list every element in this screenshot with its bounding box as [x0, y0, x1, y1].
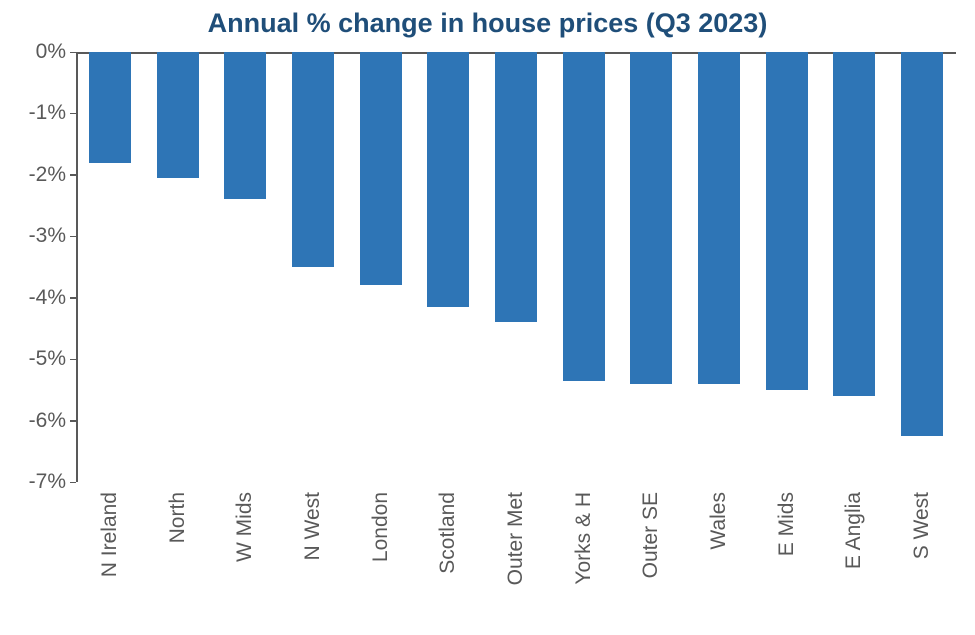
x-tick-label: S West: [910, 492, 934, 632]
bar: [495, 52, 537, 322]
x-tick-label: Yorks & H: [572, 492, 596, 632]
y-tick-label: -7%: [29, 470, 66, 494]
bar: [698, 52, 740, 384]
bar: [360, 52, 402, 285]
x-tick-label: Outer Met: [504, 492, 528, 632]
bar: [630, 52, 672, 384]
y-tick: [70, 482, 76, 484]
y-tick: [70, 236, 76, 238]
y-tick: [70, 359, 76, 361]
bar: [157, 52, 199, 178]
chart-title: Annual % change in house prices (Q3 2023…: [0, 8, 975, 39]
y-tick-label: -4%: [29, 286, 66, 310]
bar: [833, 52, 875, 396]
bar: [901, 52, 943, 436]
y-tick-label: -2%: [29, 163, 66, 187]
x-tick-label: Outer SE: [639, 492, 663, 632]
y-tick-label: -3%: [29, 224, 66, 248]
y-tick: [70, 113, 76, 115]
y-tick-label: 0%: [36, 40, 66, 64]
bar-chart: Annual % change in house prices (Q3 2023…: [0, 0, 975, 635]
bar: [89, 52, 131, 163]
plot-area: -7%-6%-5%-4%-3%-2%-1%0%N IrelandNorthW M…: [76, 52, 956, 482]
x-tick-label: W Mids: [233, 492, 257, 632]
bar: [427, 52, 469, 307]
y-tick-label: -6%: [29, 409, 66, 433]
bar: [766, 52, 808, 390]
y-tick: [70, 420, 76, 422]
y-tick: [70, 297, 76, 299]
x-tick-label: E Anglia: [842, 492, 866, 632]
bar: [292, 52, 334, 267]
bar: [224, 52, 266, 199]
x-tick-label: Scotland: [436, 492, 460, 632]
y-axis-line: [76, 52, 78, 482]
x-tick-label: Wales: [707, 492, 731, 632]
x-tick-label: North: [166, 492, 190, 632]
y-tick: [70, 52, 76, 54]
bar: [563, 52, 605, 381]
y-tick: [70, 174, 76, 176]
y-tick-label: -5%: [29, 347, 66, 371]
y-tick-label: -1%: [29, 101, 66, 125]
x-tick-label: N Ireland: [98, 492, 122, 632]
x-tick-label: N West: [301, 492, 325, 632]
x-tick-label: London: [369, 492, 393, 632]
x-tick-label: E Mids: [775, 492, 799, 632]
